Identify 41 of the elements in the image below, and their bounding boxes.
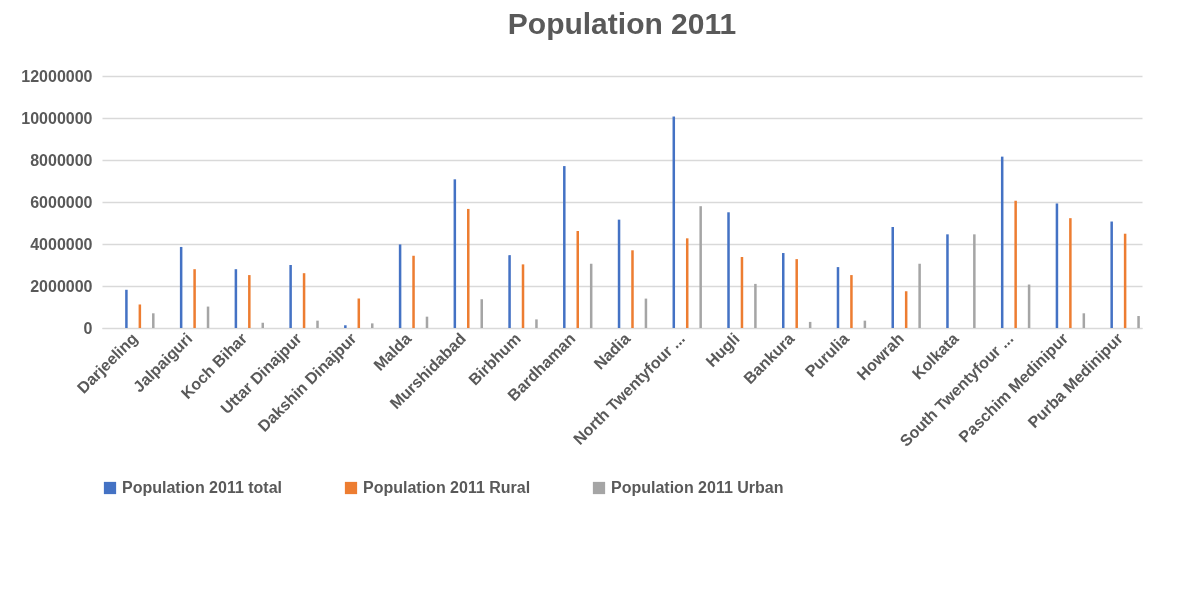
bar xyxy=(1137,316,1140,328)
bar xyxy=(754,283,757,328)
y-tick-label: 12000000 xyxy=(21,67,93,85)
bar xyxy=(850,275,853,328)
bar xyxy=(1069,218,1072,328)
bar xyxy=(248,275,251,328)
y-tick-label: 4000000 xyxy=(30,235,93,253)
bar xyxy=(1110,221,1113,328)
bar xyxy=(576,230,580,328)
y-tick-label: 2000000 xyxy=(30,277,93,295)
bar xyxy=(1014,200,1017,328)
y-tick-label: 0 xyxy=(83,319,93,337)
bar xyxy=(193,269,196,328)
legend-label: Population 2011 Urban xyxy=(611,479,784,496)
bar xyxy=(699,206,702,328)
bar xyxy=(782,253,785,328)
chart-title: Population 2011 xyxy=(507,7,737,40)
bar xyxy=(973,234,976,328)
bar xyxy=(563,166,566,328)
bar xyxy=(412,255,415,328)
y-tick-label: 6000000 xyxy=(30,193,93,211)
bar xyxy=(508,255,511,328)
bar xyxy=(152,313,155,328)
bar xyxy=(289,265,292,328)
bar xyxy=(344,325,347,328)
bar xyxy=(631,250,634,328)
bar xyxy=(946,234,949,328)
bar xyxy=(316,320,319,328)
y-tick-label: 10000000 xyxy=(21,109,93,127)
bar xyxy=(535,319,538,328)
bar xyxy=(918,263,921,328)
bar xyxy=(125,289,128,328)
y-tick-label: 8000000 xyxy=(30,151,93,169)
legend-label: Population 2011 Rural xyxy=(363,479,531,496)
bar xyxy=(370,323,374,328)
bar xyxy=(891,226,894,328)
bar xyxy=(727,212,730,328)
bar xyxy=(480,299,483,328)
bar xyxy=(795,259,798,328)
legend-label: Population 2011 total xyxy=(122,479,283,496)
bar xyxy=(467,208,470,328)
